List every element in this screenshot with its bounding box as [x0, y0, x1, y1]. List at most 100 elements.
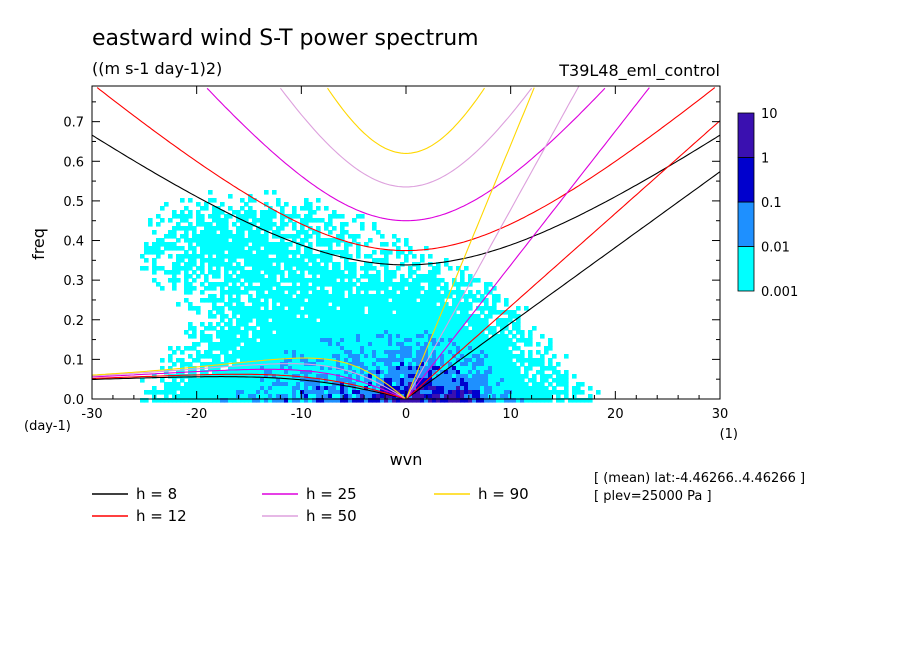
power-cell — [496, 350, 501, 355]
power-cell — [564, 370, 569, 375]
power-cell — [460, 374, 465, 379]
power-cell — [192, 370, 197, 375]
power-cell — [324, 294, 329, 299]
power-cell — [364, 378, 369, 383]
power-cell — [292, 278, 297, 283]
power-cell — [156, 246, 161, 251]
power-cell — [200, 382, 205, 387]
power-cell — [408, 326, 413, 331]
power-cell — [400, 378, 405, 383]
power-cell — [444, 262, 449, 267]
power-cell — [240, 226, 245, 231]
legend-label: h = 50 — [306, 507, 357, 525]
power-cell — [208, 246, 213, 251]
power-cell — [360, 330, 365, 335]
power-cell — [384, 294, 389, 299]
power-cell — [428, 378, 433, 383]
power-cell — [360, 214, 365, 219]
power-cell — [312, 262, 317, 267]
power-cell — [276, 346, 281, 351]
power-cell — [248, 270, 253, 275]
power-cell — [196, 390, 201, 395]
power-cell — [404, 362, 409, 367]
power-cell — [324, 342, 329, 347]
power-cell — [324, 310, 329, 315]
power-cell — [404, 386, 409, 391]
power-cell — [432, 342, 437, 347]
power-cell — [252, 378, 257, 383]
power-cell — [200, 214, 205, 219]
power-cell — [252, 326, 257, 331]
power-cell — [468, 370, 473, 375]
power-cell — [268, 250, 273, 255]
power-spectrum-field — [140, 190, 601, 403]
power-cell — [248, 350, 253, 355]
power-cell — [368, 398, 373, 403]
power-cell — [164, 398, 169, 403]
power-cell — [424, 358, 429, 363]
power-cell — [540, 394, 545, 399]
power-cell — [192, 278, 197, 283]
power-cell — [296, 398, 301, 403]
power-cell — [328, 338, 333, 343]
power-cell — [288, 322, 293, 327]
power-cell — [384, 298, 389, 303]
power-cell — [176, 246, 181, 251]
power-cell — [336, 338, 341, 343]
power-cell — [300, 274, 305, 279]
power-cell — [436, 322, 441, 327]
power-cell — [336, 302, 341, 307]
power-cell — [216, 226, 221, 231]
power-cell — [308, 318, 313, 323]
power-cell — [364, 398, 369, 403]
power-cell — [412, 278, 417, 283]
power-cell — [444, 342, 449, 347]
power-cell — [236, 382, 241, 387]
power-cell — [252, 286, 257, 291]
power-cell — [280, 382, 285, 387]
power-cell — [464, 338, 469, 343]
power-cell — [416, 358, 421, 363]
power-cell — [212, 262, 217, 267]
power-cell — [412, 366, 417, 371]
dispersion-curve-h8-gravity — [91, 134, 721, 266]
power-cell — [208, 390, 213, 395]
power-cell — [464, 266, 469, 271]
power-cell — [428, 362, 433, 367]
power-cell — [508, 382, 513, 387]
power-cell — [396, 318, 401, 323]
power-cell — [540, 358, 545, 363]
power-cell — [288, 326, 293, 331]
power-cell — [280, 210, 285, 215]
power-cell — [240, 358, 245, 363]
power-cell — [444, 306, 449, 311]
power-cell — [244, 238, 249, 243]
power-cell — [184, 330, 189, 335]
power-cell — [304, 286, 309, 291]
power-cell — [420, 354, 425, 359]
power-cell — [212, 246, 217, 251]
power-cell — [468, 358, 473, 363]
power-cell — [508, 366, 513, 371]
power-cell — [464, 294, 469, 299]
power-cell — [372, 398, 377, 403]
power-cell — [456, 306, 461, 311]
dispersion-curve-h12-rossby — [91, 373, 407, 400]
power-cell — [424, 314, 429, 319]
power-cell — [316, 382, 321, 387]
power-cell — [380, 258, 385, 263]
power-cell — [504, 338, 509, 343]
power-cell — [200, 270, 205, 275]
power-cell — [300, 266, 305, 271]
power-cell — [336, 342, 341, 347]
power-cell — [216, 330, 221, 335]
power-cell — [164, 390, 169, 395]
power-cell — [548, 374, 553, 379]
power-cell — [220, 382, 225, 387]
power-cell — [392, 350, 397, 355]
power-cell — [564, 354, 569, 359]
power-cell — [408, 314, 413, 319]
power-cell — [324, 318, 329, 323]
power-cell — [364, 350, 369, 355]
power-cell — [264, 322, 269, 327]
